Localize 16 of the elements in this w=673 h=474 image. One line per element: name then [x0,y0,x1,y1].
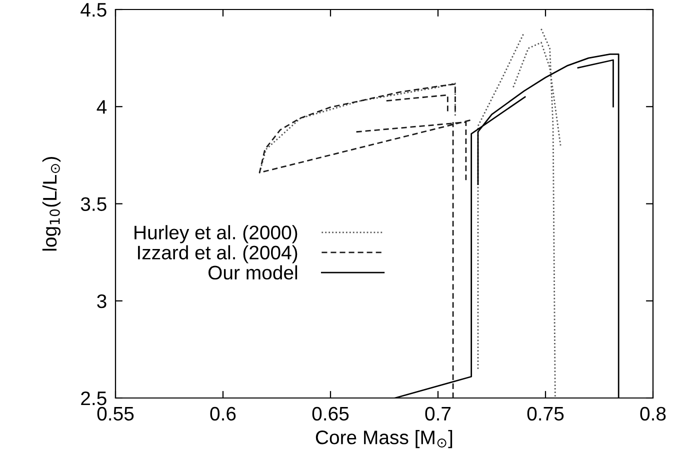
y-tick-label: 2.5 [81,391,106,406]
legend-label: Hurley et al. (2000) [134,225,298,244]
x-tick-label: 0.75 [527,406,564,421]
x-tick-label: 0.8 [640,406,666,421]
x-axis-title: Core Mass [M$_{⊙}$] [316,430,452,448]
y-axis-title: log$_{10}$(L/L$_{⊙}$) [42,156,61,251]
x-tick-label: 0.6 [210,406,236,421]
legend-label: Izzard et al. (2004) [138,245,298,264]
x-tick-label: 0.65 [312,406,349,421]
y-tick-label: 3 [97,294,106,308]
legend-label: Our model [208,265,298,280]
x-tick-label: 0.55 [97,406,134,421]
y-tick-label: 3.5 [80,197,106,211]
x-tick-label: 0.7 [425,406,451,421]
y-tick-label: 4 [96,100,107,114]
y-tick-label: 4.5 [80,3,106,17]
